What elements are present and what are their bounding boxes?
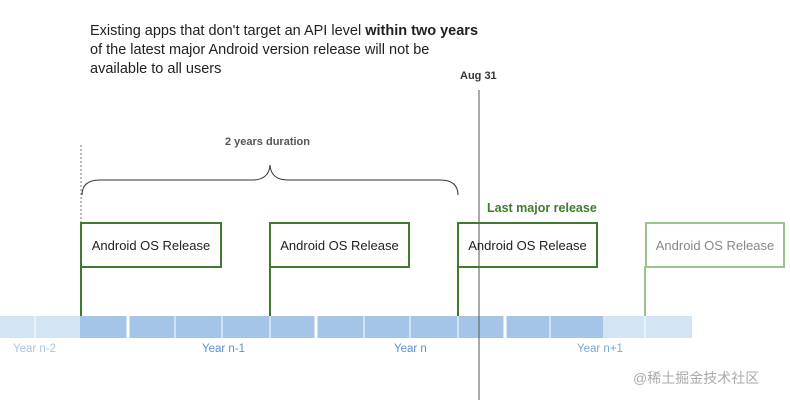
release-box-last-major: Android OS Release bbox=[457, 222, 598, 268]
release-box: Android OS Release bbox=[80, 222, 222, 268]
deadline-label: Aug 31 bbox=[460, 70, 497, 82]
duration-label: 2 years duration bbox=[225, 136, 310, 148]
intro-text: Existing apps that don't target an API l… bbox=[90, 23, 479, 77]
year-label: Year n-2 bbox=[13, 343, 57, 355]
watermark: @稀土掘金技术社区 bbox=[633, 370, 760, 386]
last-release-label: Last major release bbox=[487, 201, 597, 215]
year-label: Year n+1 bbox=[577, 343, 623, 355]
release-box-future: Android OS Release bbox=[645, 222, 785, 268]
release-box: Android OS Release bbox=[269, 222, 410, 268]
duration-brace bbox=[81, 164, 459, 196]
timeline-bar bbox=[0, 316, 692, 338]
year-label: Year n-1 bbox=[202, 343, 246, 355]
year-label: Year n bbox=[394, 343, 427, 355]
